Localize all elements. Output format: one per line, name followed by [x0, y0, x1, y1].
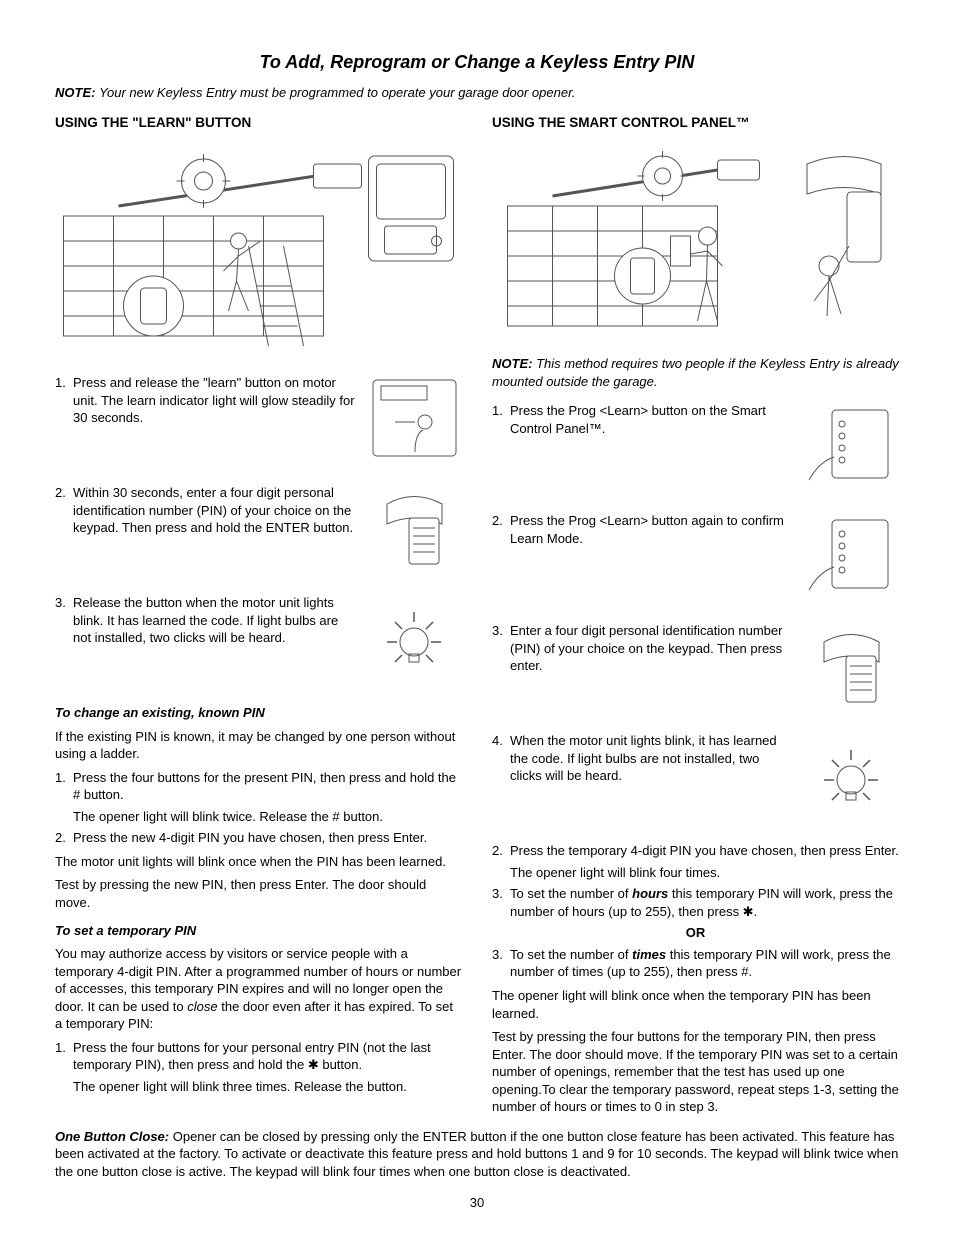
change-pin-heading: To change an existing, known PIN — [55, 704, 462, 722]
change-test: Test by pressing the new PIN, then press… — [55, 876, 462, 911]
left-column: USING THE "LEARN" BUTTON — [55, 114, 462, 1122]
cont-steps: 2.Press the temporary 4-digit PIN you ha… — [492, 842, 899, 860]
right-note: NOTE: This method requires two people if… — [492, 355, 899, 390]
cont-3a: 3.To set the number of hours this tempor… — [492, 885, 899, 920]
cont-test: Test by pressing the four buttons for th… — [492, 1028, 899, 1116]
panel-icon — [804, 402, 899, 490]
footer-note: One Button Close: Opener can be closed b… — [55, 1128, 899, 1181]
note-text: Your new Keyless Entry must be programme… — [99, 85, 575, 100]
change-step1-follow: The opener light will blink twice. Relea… — [73, 808, 462, 826]
left-heading: USING THE "LEARN" BUTTON — [55, 114, 462, 132]
right-step-3: 3.Enter a four digit personal identifica… — [492, 622, 899, 710]
temp-intro: You may authorize access by visitors or … — [55, 945, 462, 1033]
step-number: 3. — [55, 594, 73, 647]
step-text: Within 30 seconds, enter a four digit pe… — [73, 484, 355, 537]
lightbulb-icon — [367, 594, 462, 682]
page-number: 30 — [55, 1194, 899, 1212]
change-steps-list2: 2.Press the new 4-digit PIN you have cho… — [55, 829, 462, 847]
change-after: The motor unit lights will blink once wh… — [55, 853, 462, 871]
step-number: 1. — [55, 374, 73, 427]
left-step-1: 1. Press and release the "learn" button … — [55, 374, 462, 462]
step-text: Release the button when the motor unit l… — [73, 594, 355, 647]
keypad-icon — [367, 484, 462, 572]
right-step-1: 1.Press the Prog <Learn> button on the S… — [492, 402, 899, 490]
smart-panel-illustration — [492, 146, 899, 341]
footer-label: One Button Close: — [55, 1129, 169, 1144]
temp-pin-heading: To set a temporary PIN — [55, 922, 462, 940]
cont-step2-follow: The opener light will blink four times. — [510, 864, 899, 882]
temp-step1-follow: The opener light will blink three times.… — [73, 1078, 462, 1096]
keypad-icon — [804, 622, 899, 710]
note-text: This method requires two people if the K… — [492, 356, 899, 389]
right-step-2: 2.Press the Prog <Learn> button again to… — [492, 512, 899, 600]
left-step-2: 2. Within 30 seconds, enter a four digit… — [55, 484, 462, 572]
page-title: To Add, Reprogram or Change a Keyless En… — [55, 50, 899, 74]
change-intro: If the existing PIN is known, it may be … — [55, 728, 462, 763]
list-item: 3.To set the number of times this tempor… — [492, 946, 899, 981]
cont-3b: 3.To set the number of times this tempor… — [492, 946, 899, 981]
or-label: OR — [492, 924, 899, 942]
learn-illustration-main — [55, 146, 462, 356]
list-item: 2.Press the temporary 4-digit PIN you ha… — [492, 842, 899, 860]
footer-text: Opener can be closed by pressing only th… — [55, 1129, 898, 1179]
panel-icon — [804, 512, 899, 600]
left-step-3: 3. Release the button when the motor uni… — [55, 594, 462, 682]
list-item: 1.Press the four buttons for your person… — [55, 1039, 462, 1074]
list-item: 2.Press the new 4-digit PIN you have cho… — [55, 829, 462, 847]
list-item: 3.To set the number of hours this tempor… — [492, 885, 899, 920]
lightbulb-icon — [804, 732, 899, 820]
right-heading: USING THE SMART CONTROL PANEL™ — [492, 114, 899, 132]
learn-button-icon — [367, 374, 462, 462]
right-column: USING THE SMART CONTROL PANEL™ — [492, 114, 899, 1122]
change-steps-list: 1.Press the four buttons for the present… — [55, 769, 462, 804]
right-step-4: 4.When the motor unit lights blink, it h… — [492, 732, 899, 820]
note-label: NOTE: — [492, 356, 532, 371]
list-item: 1.Press the four buttons for the present… — [55, 769, 462, 804]
temp-steps-list: 1.Press the four buttons for your person… — [55, 1039, 462, 1074]
step-text: Press and release the "learn" button on … — [73, 374, 355, 427]
step-number: 2. — [55, 484, 73, 537]
cont-after: The opener light will blink once when th… — [492, 987, 899, 1022]
note-label: NOTE: — [55, 85, 95, 100]
top-note: NOTE: Your new Keyless Entry must be pro… — [55, 84, 899, 102]
